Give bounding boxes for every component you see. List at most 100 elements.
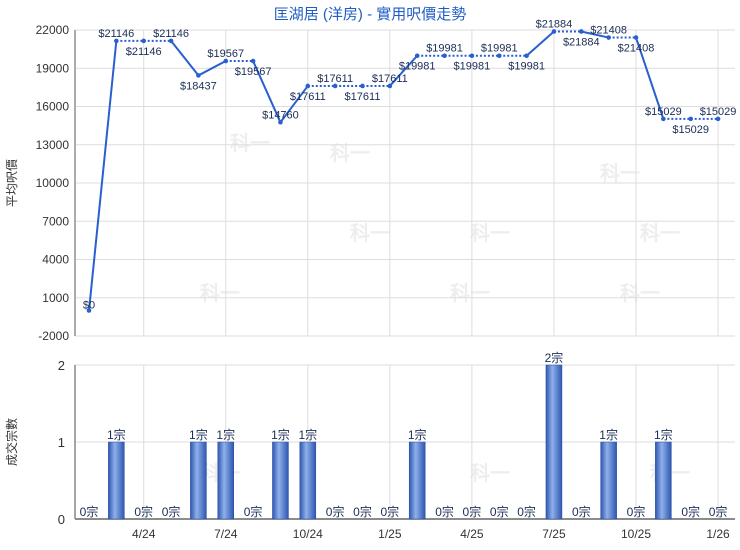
price-point [661, 116, 666, 122]
count-bar [408, 441, 426, 520]
count-y-tick-label: 1 [58, 435, 65, 450]
count-data-label: 1宗 [654, 427, 673, 442]
price-data-label: $21146 [153, 28, 189, 40]
price-y-tick-label: 16000 [36, 100, 70, 114]
price-data-label: $17611 [317, 73, 353, 85]
price-data-label: $19981 [481, 43, 518, 55]
price-line-segment [525, 30, 555, 57]
price-data-label: $19567 [207, 48, 244, 60]
price-point [715, 116, 721, 122]
count-data-label: 1宗 [408, 427, 427, 442]
chart-title: 匡湖居 (洋房) - 實用呎價走勢 [274, 5, 467, 23]
price-data-label: $19981 [454, 61, 491, 73]
x-tick-label: 7/24 [214, 527, 238, 541]
price-data-label: $21146 [98, 28, 134, 40]
price-data-label: $15029 [700, 106, 737, 118]
count-bar [217, 441, 234, 520]
price-line-segment [389, 55, 418, 87]
price-line-segment [170, 40, 200, 77]
count-data-label: 0宗 [435, 504, 454, 519]
count-data-label: 2宗 [545, 350, 564, 365]
price-y-axis-label: 平均呎價 [5, 159, 19, 207]
gridlines [74, 29, 735, 520]
price-line-segment [581, 30, 609, 39]
count-data-label: 0宗 [572, 504, 591, 519]
price-line-segment [279, 85, 309, 123]
price-data-label: $19567 [235, 66, 272, 78]
watermark: 科一 [230, 131, 270, 155]
price-line-segment [252, 60, 282, 123]
price-data-label: $15029 [672, 124, 709, 136]
chart-marks: 22000 19000 16000 13000 10000 7000 4000 1000 -20… [36, 18, 737, 541]
watermark: 科一 [640, 221, 680, 245]
count-bar [190, 441, 207, 520]
count-data-label: 0宗 [244, 504, 263, 519]
price-point [168, 38, 174, 44]
count-data-label: 0宗 [353, 504, 372, 519]
price-data-label: $18437 [180, 80, 217, 92]
watermark: 科一 [200, 281, 240, 305]
price-point [387, 83, 393, 89]
price-point [606, 35, 611, 40]
price-point [223, 58, 229, 64]
watermark: 科一 [620, 281, 660, 305]
count-data-label: 1宗 [107, 427, 126, 442]
count-y-axis-label: 成交宗數 [4, 418, 19, 466]
price-data-label: $21408 [590, 25, 627, 37]
price-data-label: $14760 [262, 109, 299, 121]
price-point [524, 53, 529, 59]
price-point [579, 29, 584, 34]
price-data-label: $15029 [645, 106, 682, 118]
price-data-label: $21408 [618, 43, 655, 55]
count-data-label: 0宗 [162, 504, 181, 519]
price-data-label: $19981 [426, 43, 463, 55]
x-tick-label: 7/25 [542, 527, 566, 541]
count-data-label: 0宗 [134, 504, 153, 519]
watermark: 科一 [450, 281, 490, 305]
watermark: 科一 [470, 221, 510, 245]
count-y-tick-label: 0 [58, 512, 65, 527]
price-line-segment [635, 37, 665, 120]
count-data-label: 0宗 [517, 504, 536, 519]
price-point [332, 83, 338, 89]
x-tick-label: 10/24 [293, 527, 323, 541]
price-point [551, 29, 557, 34]
price-y-tick-label: 4000 [42, 253, 69, 267]
price-point [442, 53, 447, 59]
count-bar [600, 441, 617, 520]
x-tick-label: 1/25 [378, 527, 402, 541]
price-point [496, 53, 502, 59]
x-tick-label: 10/25 [621, 527, 651, 541]
count-data-label: 1宗 [216, 427, 235, 442]
price-data-label: $21146 [126, 46, 162, 58]
price-data-label: $17611 [345, 91, 381, 103]
watermark: 科一 [470, 461, 510, 485]
price-y-tick-label: 10000 [36, 176, 70, 190]
price-point [141, 38, 146, 44]
count-data-label: 1宗 [189, 427, 208, 442]
count-bar [272, 441, 289, 520]
price-y-tick-label: 19000 [36, 61, 70, 75]
price-point [469, 53, 475, 59]
count-data-label: 1宗 [271, 427, 290, 442]
price-y-tick-label: -2000 [38, 329, 69, 343]
watermark: 科一 [350, 221, 390, 245]
price-point [278, 120, 283, 125]
watermark: 科一 [600, 161, 640, 185]
count-bar [108, 441, 125, 520]
price-point [360, 83, 365, 89]
count-data-label: 0宗 [80, 504, 99, 519]
count-bar [545, 364, 563, 520]
price-point [688, 116, 693, 122]
price-y-tick-label: 7000 [42, 214, 69, 228]
price-y-tick-label: 13000 [36, 138, 70, 152]
count-bar [299, 441, 317, 520]
count-data-label: 0宗 [381, 504, 400, 519]
count-data-label: 0宗 [681, 504, 700, 519]
count-data-label: 0宗 [490, 504, 509, 519]
price-line-segment [197, 60, 227, 77]
price-data-label: $19981 [508, 61, 545, 73]
x-tick-label: 4/25 [460, 527, 484, 541]
count-data-label: 1宗 [599, 427, 618, 442]
